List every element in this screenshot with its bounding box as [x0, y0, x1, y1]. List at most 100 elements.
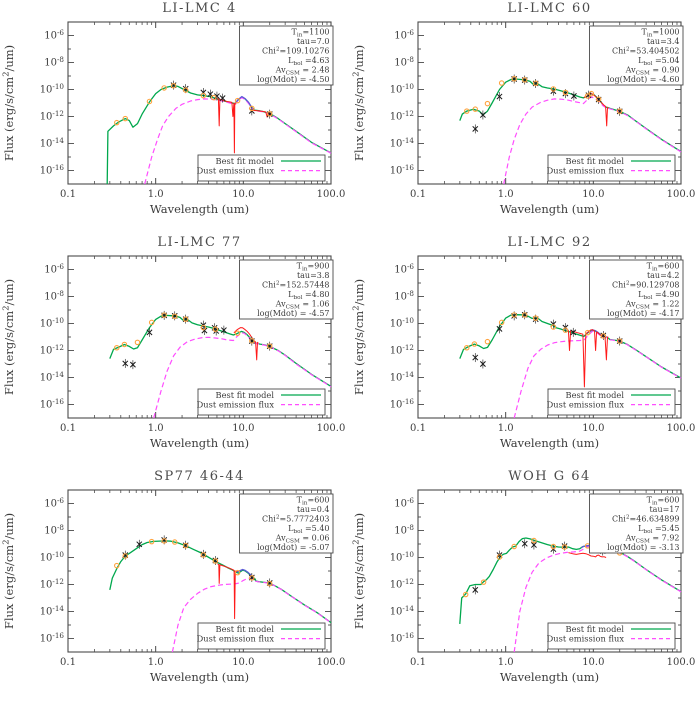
series-model-photometry: [114, 82, 273, 126]
svg-text:1.0: 1.0: [498, 657, 514, 668]
svg-text:10.0: 10.0: [582, 189, 604, 200]
series-dust-emission: [503, 96, 682, 185]
svg-text:Flux (erg/s/cm2/um): Flux (erg/s/cm2/um): [1, 513, 16, 629]
plot-frame: 0.1 1.0 10.0 100.0 10-6 10-8 10-10 10-12 10-14 10…: [1, 255, 346, 450]
svg-text:0.1: 0.1: [410, 423, 426, 434]
svg-text:10-6: 10-6: [44, 496, 64, 510]
svg-text:10-12: 10-12: [40, 343, 64, 357]
svg-text:1.0: 1.0: [498, 423, 514, 434]
svg-text:10.0: 10.0: [582, 423, 604, 434]
subplot-cell-li-lmc-60: 0.1 1.0 10.0 100.0 10-6 10-8 10-10 10-12 10-14 10…: [350, 0, 700, 234]
svg-text:Wavelength (um): Wavelength (um): [500, 670, 599, 684]
svg-text:AvCSM = 0.90: AvCSM = 0.90: [625, 66, 680, 77]
svg-text:Tin=600: Tin=600: [647, 262, 680, 273]
svg-text:10-14: 10-14: [390, 604, 415, 618]
svg-text:AvCSM = 1.22: AvCSM = 1.22: [625, 300, 680, 311]
svg-text:10-10: 10-10: [390, 316, 415, 330]
subplot-chart-li-lmc-4: 0.1 1.0 10.0 100.0 10-6 10-8 10-10 10-12 10-14 10…: [1, 21, 345, 216]
svg-text:Lbol =4.63: Lbol =4.63: [288, 56, 329, 67]
svg-text:Dust emission flux: Dust emission flux: [197, 633, 275, 643]
svg-text:1.0: 1.0: [498, 189, 514, 200]
plot-frame: 0.1 1.0 10.0 100.0 10-6 10-8 10-10 10-12 10-14 10…: [351, 255, 696, 450]
svg-text:tau=17: tau=17: [649, 505, 679, 514]
plot-frame: 0.1 1.0 10.0 100.0 10-6 10-8 10-10 10-12 10-14 10…: [1, 21, 345, 216]
svg-text:10-12: 10-12: [40, 109, 64, 123]
subplot-cell-li-lmc-92: 0.1 1.0 10.0 100.0 10-6 10-8 10-10 10-12 10-14 10…: [350, 234, 700, 468]
series-model-photometry: [464, 76, 623, 114]
subplot-chart-li-lmc-60: 0.1 1.0 10.0 100.0 10-6 10-8 10-10 10-12 10-14 10…: [351, 21, 696, 216]
plot-frame: 0.1 1.0 10.0 100.0 10-6 10-8 10-10 10-12 10-14 10…: [351, 21, 696, 216]
svg-text:log(Mdot) = -4.50: log(Mdot) = -4.50: [257, 75, 329, 84]
subplot-cell-li-lmc-77: 0.1 1.0 10.0 100.0 10-6 10-8 10-10 10-12 10-14 10…: [0, 234, 350, 468]
svg-text:100.0: 100.0: [317, 657, 346, 668]
subplot-chart-sp77-46-44: 0.1 1.0 10.0 100.0 10-6 10-8 10-10 10-12 10-14 10…: [1, 489, 346, 684]
svg-text:10-6: 10-6: [394, 262, 414, 276]
svg-text:Chi2=109.10276: Chi2=109.10276: [262, 46, 329, 55]
series-model-photometry: [464, 312, 623, 351]
svg-text:10.0: 10.0: [232, 423, 254, 434]
series-dust-emission: [171, 577, 332, 653]
svg-text:0.1: 0.1: [60, 189, 76, 200]
svg-text:10-10: 10-10: [40, 316, 65, 330]
svg-text:Tin=600: Tin=600: [647, 496, 680, 507]
svg-text:Best fit model: Best fit model: [216, 390, 275, 400]
svg-text:10-10: 10-10: [390, 82, 415, 96]
svg-text:10-16: 10-16: [390, 631, 415, 645]
svg-text:Lbol =4.90: Lbol =4.90: [638, 290, 679, 301]
svg-text:tau=7.0: tau=7.0: [297, 37, 330, 46]
svg-text:Wavelength (um): Wavelength (um): [150, 202, 249, 216]
svg-text:10-8: 10-8: [44, 55, 64, 69]
svg-text:Best fit model: Best fit model: [566, 390, 625, 400]
svg-text:Flux (erg/s/cm2/um): Flux (erg/s/cm2/um): [351, 45, 366, 161]
svg-text:Flux (erg/s/cm2/um): Flux (erg/s/cm2/um): [1, 45, 16, 161]
plot-frame: 0.1 1.0 10.0 100.0 10-6 10-8 10-10 10-12 10-14 10…: [1, 489, 346, 684]
svg-text:log(Mdot) = -4.57: log(Mdot) = -4.57: [257, 309, 329, 318]
svg-text:0.1: 0.1: [410, 657, 426, 668]
svg-text:log(Mdot) = -5.07: log(Mdot) = -5.07: [257, 543, 329, 552]
svg-text:10-16: 10-16: [390, 397, 415, 411]
series-observed-spectrum: [568, 552, 607, 558]
svg-text:tau=3.4: tau=3.4: [647, 37, 680, 46]
svg-text:10-8: 10-8: [394, 523, 414, 537]
series-model-photometry: [114, 312, 273, 351]
svg-text:10-10: 10-10: [40, 82, 65, 96]
svg-text:10.0: 10.0: [232, 657, 254, 668]
svg-text:Flux (erg/s/cm2/um): Flux (erg/s/cm2/um): [351, 513, 366, 629]
svg-text:10.0: 10.0: [232, 189, 254, 200]
svg-text:Dust emission flux: Dust emission flux: [197, 165, 275, 175]
svg-text:1.0: 1.0: [148, 657, 164, 668]
svg-text:Chi2=152.57448: Chi2=152.57448: [262, 280, 329, 289]
svg-text:10-12: 10-12: [390, 577, 414, 591]
svg-text:Best fit model: Best fit model: [216, 624, 275, 634]
svg-text:100.0: 100.0: [317, 423, 346, 434]
svg-text:10-14: 10-14: [40, 136, 65, 150]
svg-text:Lbol =5.04: Lbol =5.04: [638, 56, 679, 67]
subplot-chart-woh-g-64: 0.1 1.0 10.0 100.0 10-6 10-8 10-10 10-12 10-14 10…: [351, 489, 696, 684]
svg-text:Best fit model: Best fit model: [566, 624, 625, 634]
svg-text:Lbol =5.40: Lbol =5.40: [288, 524, 329, 535]
svg-text:Dust emission flux: Dust emission flux: [197, 399, 275, 409]
svg-text:1.0: 1.0: [148, 189, 164, 200]
svg-text:10-14: 10-14: [40, 370, 65, 384]
svg-text:10-14: 10-14: [390, 370, 415, 384]
svg-text:10-8: 10-8: [394, 289, 414, 303]
series-observed-spectrum: [217, 563, 238, 620]
plot-frame: 0.1 1.0 10.0 100.0 10-6 10-8 10-10 10-12 10-14 10…: [351, 489, 696, 684]
svg-text:Lbol =4.80: Lbol =4.80: [288, 290, 329, 301]
svg-text:100.0: 100.0: [667, 189, 696, 200]
svg-text:AvCSM = 0.06: AvCSM = 0.06: [275, 534, 330, 545]
svg-text:Tin=900: Tin=900: [297, 262, 330, 273]
svg-text:0.1: 0.1: [410, 189, 426, 200]
svg-text:100.0: 100.0: [667, 657, 696, 668]
svg-text:100.0: 100.0: [667, 423, 696, 434]
series-observed-spectrum: [216, 98, 272, 154]
svg-text:Dust emission flux: Dust emission flux: [547, 633, 625, 643]
series-best-fit-model: [459, 314, 682, 379]
svg-text:Wavelength (um): Wavelength (um): [150, 670, 249, 684]
